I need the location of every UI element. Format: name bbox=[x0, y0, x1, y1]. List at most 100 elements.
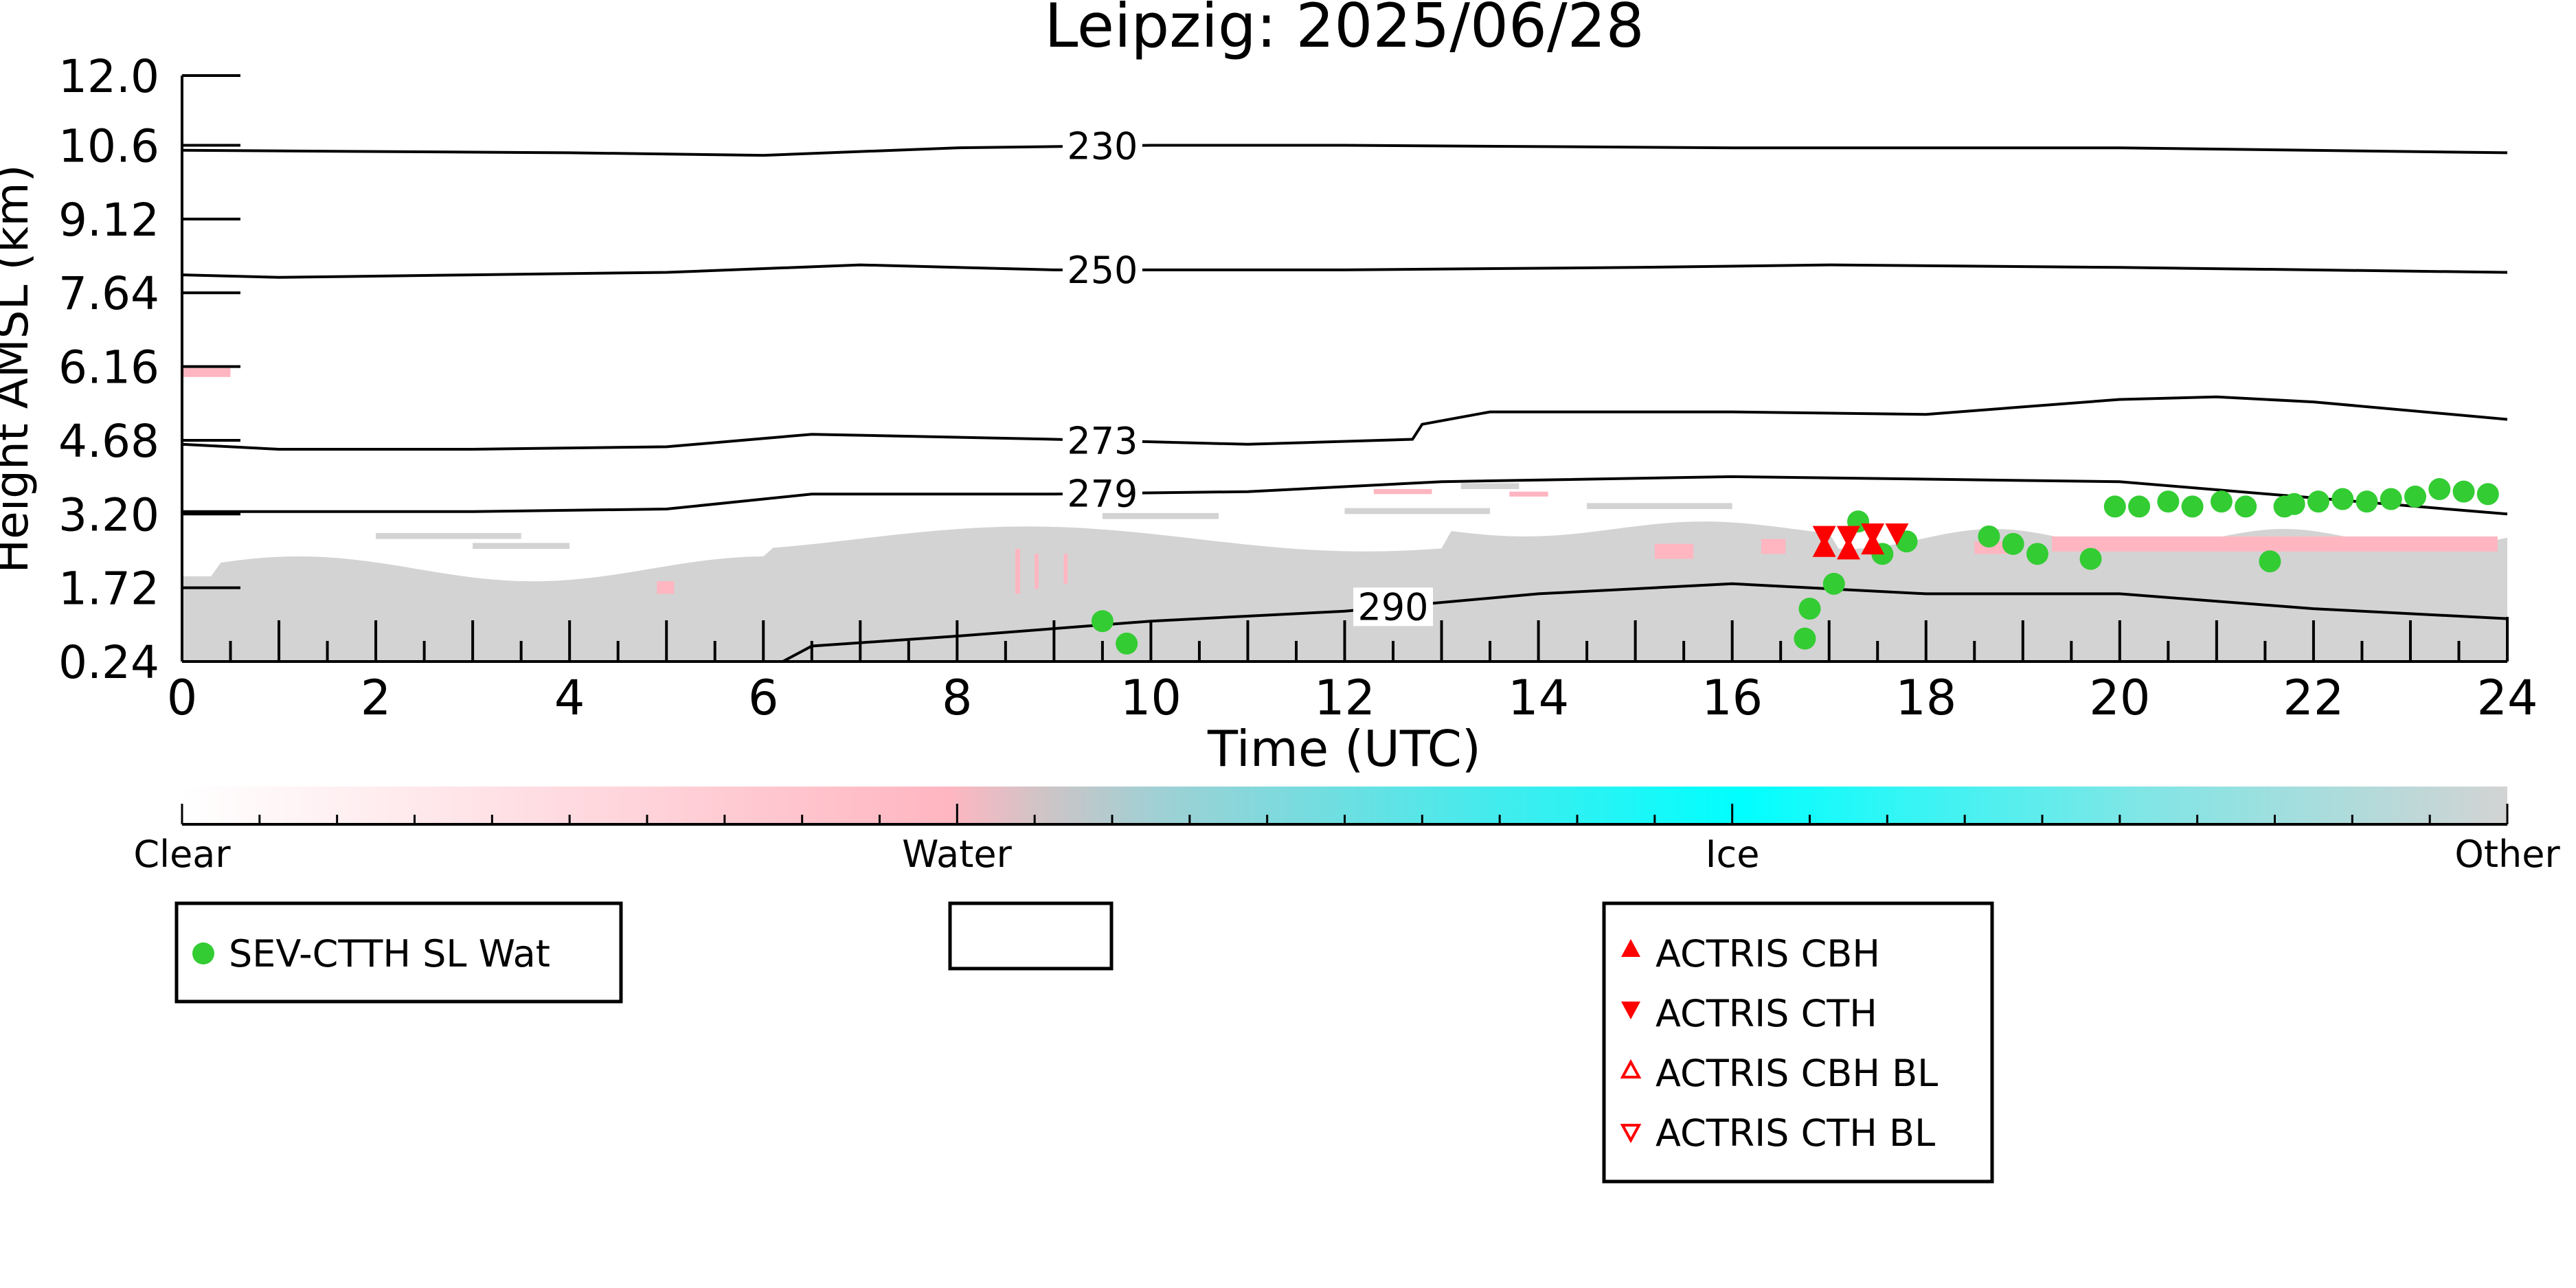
cloud-other-patch bbox=[1344, 508, 1491, 515]
sev-water-point bbox=[1822, 572, 1845, 595]
y-axis: 0.24 1.72 3.20 4.68 6.16 7.64 9.12 10.6 12.0 bbox=[58, 50, 240, 689]
y-tick-label: 4.68 bbox=[58, 415, 159, 468]
sev-water-point bbox=[2355, 490, 2378, 513]
x-tick-label: 22 bbox=[2283, 670, 2344, 726]
colorbar-label-water: Water bbox=[902, 833, 1012, 876]
y-tick-label: 3.20 bbox=[58, 488, 159, 541]
cloud-water-patch bbox=[1063, 554, 1068, 584]
cloud-water-patch bbox=[1654, 543, 1694, 559]
isotherm-label: 230 bbox=[1067, 124, 1138, 168]
y-tick-label: 0.24 bbox=[58, 636, 159, 689]
isotherm-label: 250 bbox=[1067, 249, 1138, 292]
sev-water-point bbox=[2103, 495, 2126, 518]
x-tick-label: 24 bbox=[2476, 670, 2538, 726]
sev-water-point bbox=[1794, 627, 1816, 650]
cloud-water-patch bbox=[1015, 549, 1021, 594]
sev-water-point bbox=[1798, 598, 1821, 620]
y-tick-label: 6.16 bbox=[58, 341, 159, 394]
x-tick-label: 2 bbox=[361, 670, 392, 726]
isotherm-290 bbox=[782, 582, 2508, 663]
isotherm-label-bg bbox=[1062, 126, 1142, 166]
colorbar-label-clear: Clear bbox=[133, 833, 231, 876]
cloud-water-patch bbox=[1373, 489, 1432, 495]
legend-sev: SEV-CTTH SL Wat bbox=[174, 901, 623, 1004]
x-axis: 0 2 4 6 8 10 12 14 16 18 20 22 24 bbox=[167, 620, 2538, 726]
sev-water-point bbox=[2235, 495, 2257, 518]
sev-water-point bbox=[2210, 490, 2233, 513]
legend-label-actris-cth-bl: ACTRIS CTH BL bbox=[1656, 1111, 1935, 1155]
cloud-water-patch bbox=[1035, 554, 1039, 589]
sev-water-point bbox=[2026, 543, 2048, 565]
actris-cth-point bbox=[1812, 526, 1836, 548]
legend-label-actris-cbh: ACTRIS CBH bbox=[1656, 932, 1880, 975]
cloud-other-patch bbox=[1587, 503, 1732, 510]
sev-water-point bbox=[2079, 547, 2102, 570]
actris-cth-point bbox=[1885, 523, 1909, 546]
cloud-other-patch bbox=[376, 532, 521, 539]
y-tick-label: 9.12 bbox=[58, 194, 159, 247]
x-tick-label: 10 bbox=[1120, 670, 1182, 726]
isotherm-label-bg bbox=[1062, 474, 1142, 513]
legend-label-actris-cbh-bl: ACTRIS CBH BL bbox=[1656, 1052, 1938, 1095]
sev-water-point bbox=[1978, 525, 2000, 547]
actris-cth-point bbox=[1836, 526, 1860, 548]
sev-water-point bbox=[2002, 532, 2024, 555]
x-axis-label: Time (UTC) bbox=[1207, 720, 1481, 778]
legend-label-actris-cth: ACTRIS CTH bbox=[1656, 992, 1877, 1035]
isotherm-label: 273 bbox=[1067, 419, 1138, 462]
cloud-water-patch bbox=[182, 368, 231, 377]
colorbar-label-ice: Ice bbox=[1706, 833, 1760, 876]
cloud-other-patch bbox=[1102, 512, 1219, 519]
sev-water-point bbox=[2452, 480, 2475, 503]
isotherm-250 bbox=[181, 263, 2508, 279]
sev-water-point bbox=[2307, 490, 2329, 513]
isotherm-label: 279 bbox=[1067, 472, 1138, 515]
y-tick-label: 10.6 bbox=[58, 120, 159, 173]
marker-layer bbox=[1091, 478, 2499, 655]
isotherm-label-bg bbox=[1353, 587, 1434, 626]
x-tick-label: 0 bbox=[167, 670, 198, 726]
isotherm-label-bg bbox=[1062, 250, 1142, 289]
legend-empty bbox=[948, 901, 1114, 971]
chart-title: Leipzig: 2025/06/28 bbox=[1044, 0, 1644, 61]
sev-water-point bbox=[1116, 632, 1138, 655]
isotherm-273 bbox=[181, 395, 2508, 451]
y-tick-label: 1.72 bbox=[58, 563, 159, 615]
cloud-water-patch bbox=[2052, 536, 2498, 552]
y-axis-label: Height AMSL (km) bbox=[0, 165, 38, 574]
x-tick-label: 8 bbox=[942, 670, 973, 726]
x-tick-label: 16 bbox=[1702, 670, 1763, 726]
x-tick-label: 4 bbox=[554, 670, 585, 726]
legend-marker-actris-cbh bbox=[1621, 939, 1640, 957]
sev-water-point bbox=[2380, 488, 2402, 510]
legend-marker-sev-water bbox=[192, 942, 214, 964]
x-tick-label: 20 bbox=[2089, 670, 2150, 726]
actris-cth-point bbox=[1861, 523, 1885, 546]
sev-water-point bbox=[2428, 478, 2451, 501]
sev-water-point bbox=[2404, 485, 2427, 508]
sev-water-point bbox=[2157, 490, 2180, 513]
legend-label-sev-water: SEV-CTTH SL Wat bbox=[229, 932, 550, 975]
y-tick-label: 12.0 bbox=[58, 50, 159, 103]
y-tick-label: 7.64 bbox=[58, 267, 159, 320]
isotherm-label-bg bbox=[1062, 421, 1142, 460]
x-tick-label: 12 bbox=[1314, 670, 1375, 726]
actris-cbh-point bbox=[1836, 537, 1860, 560]
cloud-water-patch bbox=[657, 581, 675, 594]
x-tick-label: 18 bbox=[1895, 670, 1956, 726]
cloud-water-patch bbox=[1761, 539, 1786, 554]
sev-water-point bbox=[1091, 610, 1114, 633]
sev-water-point bbox=[2181, 495, 2204, 518]
legend-marker-actris-cth bbox=[1621, 1002, 1640, 1019]
isotherm-279 bbox=[182, 475, 2508, 516]
sev-water-point bbox=[2259, 550, 2281, 573]
legend-marker-actris-cbh-bl bbox=[1620, 1059, 1642, 1078]
isotherm-230 bbox=[181, 144, 2508, 157]
sev-water-point bbox=[2476, 483, 2499, 506]
legend-marker-actris-cth-bl bbox=[1620, 1124, 1642, 1144]
sev-water-point bbox=[2283, 493, 2305, 515]
isotherm-layer: 230 250 273 279 290 bbox=[181, 124, 2508, 663]
sev-water-point bbox=[2128, 495, 2151, 518]
isotherm-label: 290 bbox=[1357, 585, 1428, 629]
